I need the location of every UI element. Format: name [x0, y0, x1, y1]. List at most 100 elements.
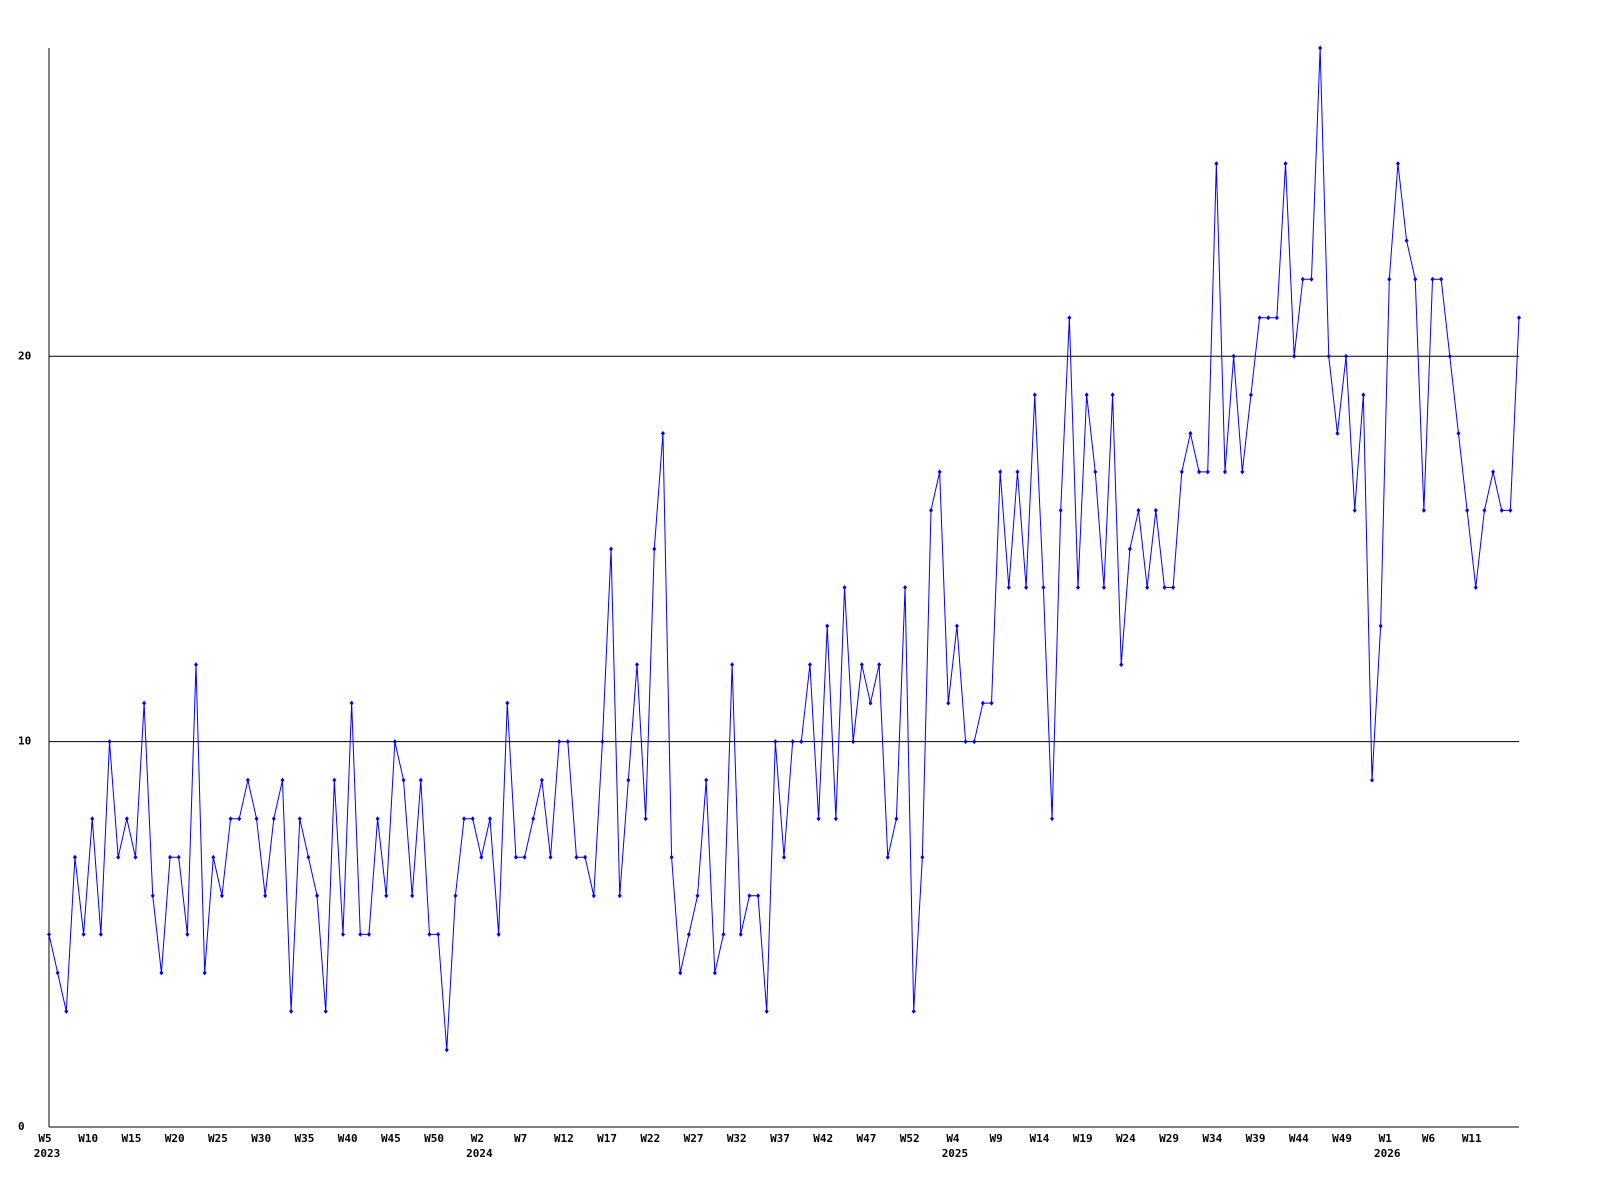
point — [1240, 469, 1245, 475]
x-year-label: 2023 — [34, 1147, 61, 1160]
point — [1153, 507, 1158, 513]
x-year-label: 2026 — [1374, 1147, 1401, 1160]
point — [410, 893, 415, 899]
point — [635, 662, 639, 668]
point — [1006, 585, 1011, 590]
point — [678, 970, 683, 976]
point — [1197, 469, 1202, 475]
point — [1361, 392, 1366, 398]
x-tick-label: W30 — [251, 1132, 271, 1145]
point — [211, 854, 216, 860]
line — [48, 47, 1520, 1050]
point — [747, 893, 752, 899]
point — [401, 777, 406, 783]
point — [1300, 276, 1305, 282]
point — [263, 893, 268, 899]
point — [773, 739, 778, 745]
point — [1266, 315, 1271, 321]
point — [453, 893, 458, 899]
point — [150, 893, 155, 899]
point — [332, 777, 337, 783]
point — [686, 931, 691, 937]
point — [565, 739, 570, 745]
point — [341, 931, 345, 937]
x-tick-label: W2 — [471, 1132, 484, 1145]
x-tick-label: W12 — [554, 1132, 574, 1145]
y-tick-label: 20 — [18, 349, 31, 362]
point — [315, 893, 320, 899]
point — [695, 893, 700, 899]
x-tick-label: W15 — [122, 1132, 142, 1145]
x-tick-label: W40 — [338, 1132, 358, 1145]
point — [799, 739, 804, 745]
point — [851, 739, 856, 745]
point — [1352, 507, 1357, 513]
point — [903, 585, 908, 590]
point — [825, 623, 830, 629]
point — [488, 816, 492, 822]
point — [669, 854, 674, 860]
point — [168, 854, 173, 860]
point — [1482, 507, 1487, 513]
point — [998, 469, 1003, 475]
point — [877, 662, 882, 668]
point — [790, 739, 795, 745]
point — [72, 854, 77, 860]
point — [531, 816, 536, 822]
point — [738, 931, 743, 937]
point — [1015, 469, 1020, 475]
point — [868, 700, 873, 706]
point — [1162, 585, 1167, 590]
x-tick-label: W24 — [1116, 1132, 1136, 1145]
point — [833, 816, 838, 822]
point — [929, 507, 933, 513]
point — [194, 662, 198, 668]
point — [1447, 353, 1452, 359]
point — [513, 854, 518, 860]
point — [358, 931, 363, 937]
point — [1041, 585, 1046, 590]
point — [1274, 315, 1279, 321]
point — [539, 777, 544, 783]
x-tick-label: W39 — [1246, 1132, 1266, 1145]
point — [1093, 469, 1098, 475]
point — [64, 1008, 69, 1014]
point — [617, 893, 622, 899]
point — [756, 893, 761, 899]
x-tick-label: W6 — [1422, 1132, 1436, 1145]
point — [1387, 276, 1392, 282]
point — [1205, 469, 1210, 475]
point — [462, 816, 467, 822]
x-tick-label: W50 — [424, 1132, 444, 1145]
x-tick-label: W32 — [727, 1132, 747, 1145]
point — [1413, 276, 1418, 282]
point — [280, 777, 285, 783]
point — [816, 816, 821, 822]
point — [392, 739, 397, 745]
point — [228, 816, 233, 822]
point — [142, 700, 147, 706]
point — [980, 700, 985, 706]
point — [418, 777, 423, 783]
point — [185, 931, 190, 937]
x-tick-label: W27 — [684, 1132, 704, 1145]
point — [591, 893, 596, 899]
point — [946, 700, 951, 706]
point — [366, 931, 371, 937]
point — [1292, 353, 1297, 359]
x-tick-label: W11 — [1462, 1132, 1482, 1145]
x-tick-label: W14 — [1029, 1132, 1049, 1145]
point — [1491, 469, 1496, 475]
point — [1067, 315, 1072, 321]
point — [885, 854, 890, 860]
x-tick-label: W17 — [597, 1132, 617, 1145]
point — [937, 469, 942, 475]
point — [1395, 161, 1400, 167]
x-tick-label: W52 — [900, 1132, 920, 1145]
point — [133, 854, 138, 860]
point — [1076, 585, 1080, 590]
point — [1499, 507, 1504, 513]
point — [704, 777, 709, 783]
